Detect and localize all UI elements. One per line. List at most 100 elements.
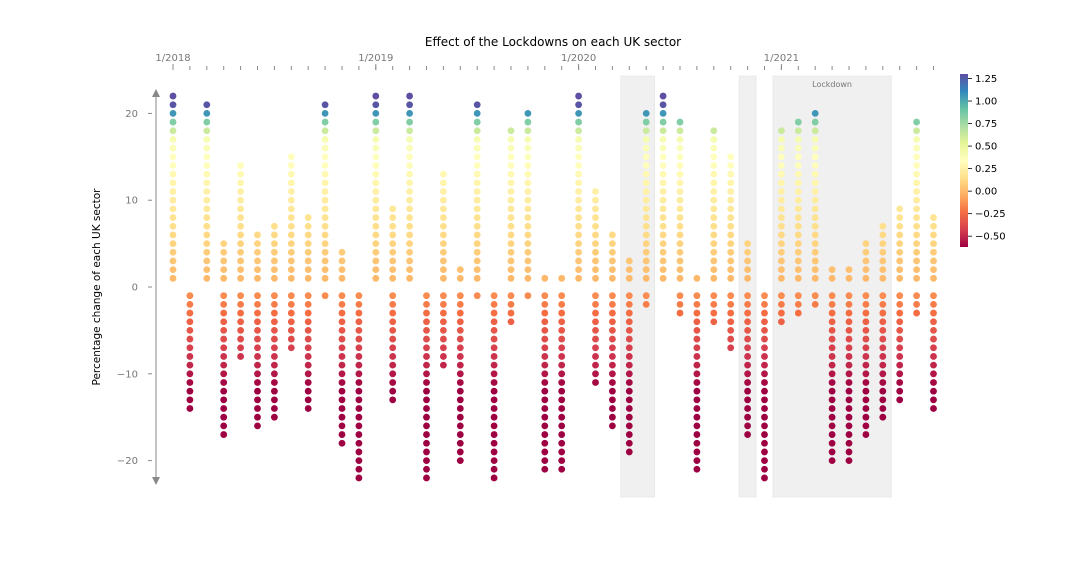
data-point bbox=[828, 413, 836, 421]
data-point bbox=[676, 222, 684, 230]
data-point bbox=[507, 292, 515, 300]
data-point bbox=[592, 240, 599, 248]
data-point bbox=[761, 292, 768, 300]
y-axis: 20 10 0 −10 −20 bbox=[117, 109, 152, 467]
data-point bbox=[237, 188, 245, 195]
data-point bbox=[676, 153, 684, 161]
data-point bbox=[609, 405, 616, 412]
y-tick-label: 10 bbox=[125, 196, 138, 207]
data-point bbox=[879, 413, 887, 421]
data-point bbox=[541, 405, 549, 412]
data-point bbox=[811, 127, 819, 135]
data-point bbox=[625, 413, 633, 421]
data-point bbox=[271, 361, 278, 369]
data-point bbox=[592, 309, 599, 317]
data-point bbox=[423, 396, 430, 404]
data-point bbox=[237, 318, 245, 326]
data-point bbox=[271, 300, 278, 308]
data-point bbox=[406, 153, 413, 161]
data-point bbox=[490, 396, 498, 404]
data-point bbox=[304, 266, 312, 274]
data-point bbox=[845, 422, 853, 430]
data-point bbox=[693, 309, 701, 317]
data-point bbox=[524, 110, 532, 117]
data-point bbox=[287, 318, 295, 326]
data-point bbox=[254, 231, 261, 239]
data-point bbox=[237, 248, 245, 256]
data-point bbox=[659, 188, 667, 195]
data-point bbox=[372, 170, 380, 178]
data-point bbox=[372, 153, 380, 161]
data-point bbox=[930, 257, 937, 265]
data-point bbox=[879, 344, 887, 352]
data-point bbox=[440, 231, 447, 239]
data-point bbox=[389, 231, 397, 239]
data-point bbox=[659, 222, 667, 230]
data-point bbox=[287, 231, 295, 239]
data-point bbox=[203, 136, 211, 143]
data-point bbox=[423, 344, 430, 352]
data-point bbox=[304, 274, 312, 282]
data-point bbox=[304, 318, 312, 326]
data-point bbox=[321, 127, 329, 135]
data-point bbox=[440, 309, 447, 317]
data-point bbox=[338, 431, 346, 438]
data-point bbox=[879, 231, 887, 239]
data-point bbox=[355, 457, 363, 464]
data-point bbox=[693, 431, 701, 438]
data-point bbox=[625, 387, 633, 395]
data-point bbox=[761, 422, 768, 430]
data-point bbox=[659, 248, 667, 256]
data-point bbox=[254, 361, 261, 369]
colorbar-tick-label: 1.25 bbox=[975, 74, 997, 85]
data-point bbox=[490, 379, 498, 386]
data-point bbox=[304, 222, 312, 230]
data-point bbox=[271, 257, 278, 265]
data-point bbox=[456, 413, 464, 421]
data-point bbox=[794, 309, 802, 317]
data-point bbox=[287, 300, 295, 308]
data-point bbox=[794, 214, 802, 221]
data-point bbox=[659, 92, 667, 100]
data-point bbox=[507, 179, 515, 187]
data-point bbox=[473, 214, 481, 221]
data-point bbox=[642, 222, 650, 230]
data-point bbox=[828, 387, 836, 395]
data-point bbox=[794, 222, 802, 230]
data-point bbox=[913, 248, 920, 256]
data-point bbox=[828, 361, 836, 369]
data-point bbox=[778, 153, 785, 161]
data-point bbox=[642, 144, 650, 152]
data-point bbox=[693, 335, 701, 343]
data-point bbox=[710, 162, 718, 169]
data-point bbox=[930, 344, 937, 352]
data-point bbox=[473, 153, 481, 161]
data-point bbox=[237, 196, 245, 204]
data-point bbox=[186, 300, 194, 308]
data-point bbox=[930, 248, 937, 256]
data-point bbox=[575, 162, 582, 169]
data-point bbox=[828, 309, 836, 317]
data-point bbox=[710, 205, 718, 213]
data-point bbox=[254, 292, 261, 300]
data-point bbox=[220, 266, 228, 274]
data-point bbox=[811, 179, 819, 187]
data-point bbox=[473, 136, 481, 143]
data-point bbox=[794, 257, 802, 265]
data-point bbox=[862, 240, 870, 248]
data-point bbox=[423, 353, 430, 360]
y-tick-label: −10 bbox=[117, 369, 138, 380]
data-point bbox=[440, 248, 447, 256]
data-point bbox=[389, 240, 397, 248]
data-point bbox=[794, 127, 802, 135]
data-point bbox=[440, 300, 447, 308]
data-point bbox=[490, 327, 498, 334]
data-point bbox=[676, 214, 684, 221]
data-point bbox=[744, 248, 751, 256]
data-point bbox=[727, 300, 735, 308]
data-point bbox=[541, 457, 549, 464]
data-point bbox=[169, 231, 177, 239]
data-point bbox=[372, 136, 380, 143]
data-point bbox=[558, 413, 566, 421]
data-point bbox=[828, 379, 836, 386]
